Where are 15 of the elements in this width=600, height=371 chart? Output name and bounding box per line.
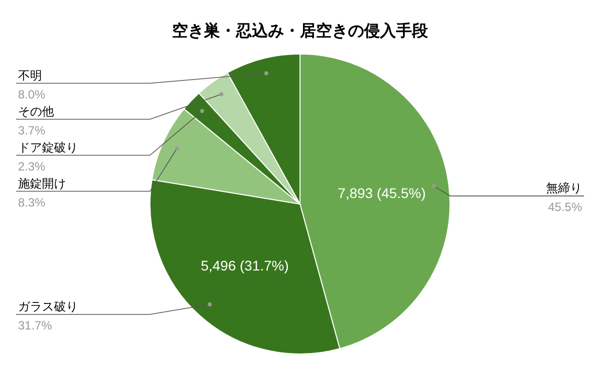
slice-label: ガラス破り <box>18 299 78 314</box>
data-label: 31.7% <box>18 318 52 332</box>
slice-label: 施錠開け <box>18 176 66 190</box>
chart-title: 空き巣・忍込み・居空きの侵入手段 <box>172 22 429 40</box>
data-label: 8.0% <box>18 87 46 102</box>
slice-label: 無締り <box>546 180 582 195</box>
text: 7,893 (45.5%) <box>338 184 426 201</box>
data-label: 2.3% <box>18 159 46 174</box>
data-label: 8.3% <box>18 195 46 210</box>
data-label: 45.5% <box>548 200 582 214</box>
slice-label: 不明 <box>18 68 42 82</box>
data-label: 3.7% <box>18 123 46 138</box>
text: 5,496 (31.7%) <box>200 257 289 274</box>
slice-label: その他 <box>18 104 54 118</box>
slice-label: ドア錠破り <box>18 140 78 154</box>
